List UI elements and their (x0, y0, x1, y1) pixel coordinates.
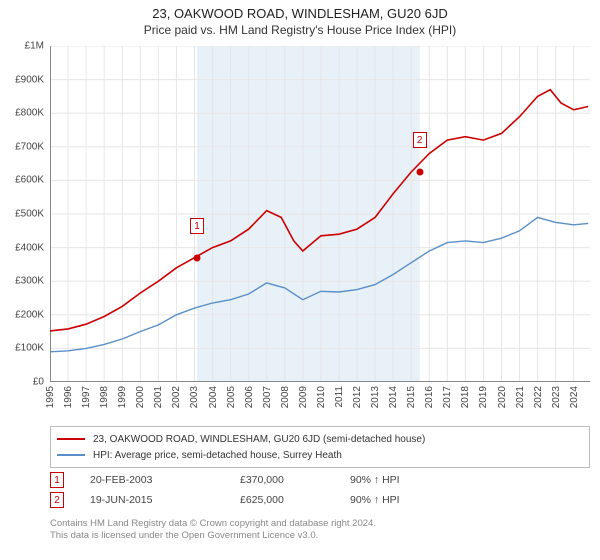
x-axis-label: 2012 (352, 386, 363, 408)
y-axis-label: £1M (4, 41, 44, 52)
page-subtitle: Price paid vs. HM Land Registry's House … (0, 23, 600, 37)
chart-card: 23, OAKWOOD ROAD, WINDLESHAM, GU20 6JD P… (0, 0, 600, 560)
x-axis-label: 2009 (298, 386, 309, 408)
x-axis-label: 2020 (497, 386, 508, 408)
sale-marker: 1 (190, 218, 204, 234)
y-axis-label: £200K (4, 309, 44, 320)
legend-swatch (57, 454, 85, 456)
x-axis-label: 2013 (370, 386, 381, 408)
x-axis-label: 2014 (388, 386, 399, 408)
chart-svg (50, 46, 590, 382)
legend-label: 23, OAKWOOD ROAD, WINDLESHAM, GU20 6JD (… (93, 434, 425, 445)
x-axis-label: 2002 (171, 386, 182, 408)
sales-table: 1 20-FEB-2003£370,00090% ↑ HPI 2 19-JUN-201… (50, 470, 590, 510)
sale-pct: 90% ↑ HPI (350, 474, 440, 486)
legend-row: 23, OAKWOOD ROAD, WINDLESHAM, GU20 6JD (… (57, 431, 583, 447)
x-axis-label: 2019 (478, 386, 489, 408)
y-axis-label: £700K (4, 141, 44, 152)
footer-line-1: Contains HM Land Registry data © Crown c… (50, 518, 590, 530)
x-axis-label: 2021 (515, 386, 526, 408)
legend-box: 23, OAKWOOD ROAD, WINDLESHAM, GU20 6JD (… (50, 426, 590, 468)
page-title: 23, OAKWOOD ROAD, WINDLESHAM, GU20 6JD (0, 6, 600, 21)
legend-swatch (57, 438, 85, 440)
x-axis-label: 2018 (460, 386, 471, 408)
x-axis-label: 2000 (135, 386, 146, 408)
x-axis-label: 2005 (226, 386, 237, 408)
sale-date: 19-JUN-2015 (90, 494, 240, 506)
sale-date: 20-FEB-2003 (90, 474, 240, 486)
x-axis-label: 2001 (153, 386, 164, 408)
x-axis-label: 2023 (551, 386, 562, 408)
x-axis-label: 2010 (316, 386, 327, 408)
x-axis-label: 2017 (442, 386, 453, 408)
x-axis-label: 1998 (99, 386, 110, 408)
x-axis-label: 1999 (117, 386, 128, 408)
x-axis-label: 1996 (63, 386, 74, 408)
sale-number-box: 1 (50, 472, 64, 488)
sale-dot (194, 254, 201, 261)
x-axis-label: 2006 (244, 386, 255, 408)
footer-line-2: This data is licensed under the Open Gov… (50, 530, 590, 542)
sale-price: £625,000 (240, 494, 350, 506)
x-axis-label: 2011 (334, 386, 345, 408)
y-axis-label: £0 (4, 377, 44, 388)
x-axis-label: 2003 (189, 386, 200, 408)
y-axis-label: £400K (4, 242, 44, 253)
x-axis-label: 2024 (569, 386, 580, 408)
legend-label: HPI: Average price, semi-detached house,… (93, 450, 342, 461)
sale-price: £370,000 (240, 474, 350, 486)
y-axis-label: £300K (4, 276, 44, 287)
sale-dot (416, 169, 423, 176)
x-axis-label: 2022 (533, 386, 544, 408)
footer-attribution: Contains HM Land Registry data © Crown c… (50, 518, 590, 543)
y-axis-label: £500K (4, 209, 44, 220)
x-axis-label: 2015 (406, 386, 417, 408)
sale-marker: 2 (413, 132, 427, 148)
y-axis-label: £600K (4, 175, 44, 186)
sale-number-box: 2 (50, 492, 64, 508)
sales-row: 1 20-FEB-2003£370,00090% ↑ HPI (50, 470, 590, 490)
x-axis-label: 2016 (424, 386, 435, 408)
y-axis-label: £900K (4, 74, 44, 85)
x-axis-label: 1995 (45, 386, 56, 408)
x-axis-label: 1997 (81, 386, 92, 408)
sale-pct: 90% ↑ HPI (350, 494, 440, 506)
y-axis-label: £100K (4, 343, 44, 354)
x-axis-label: 2008 (280, 386, 291, 408)
y-axis-label: £800K (4, 108, 44, 119)
sales-row: 2 19-JUN-2015£625,00090% ↑ HPI (50, 490, 590, 510)
legend-row: HPI: Average price, semi-detached house,… (57, 447, 583, 463)
x-axis-label: 2007 (262, 386, 273, 408)
x-axis-label: 2004 (208, 386, 219, 408)
chart-area: £0£100K£200K£300K£400K£500K£600K£700K£80… (50, 46, 590, 382)
